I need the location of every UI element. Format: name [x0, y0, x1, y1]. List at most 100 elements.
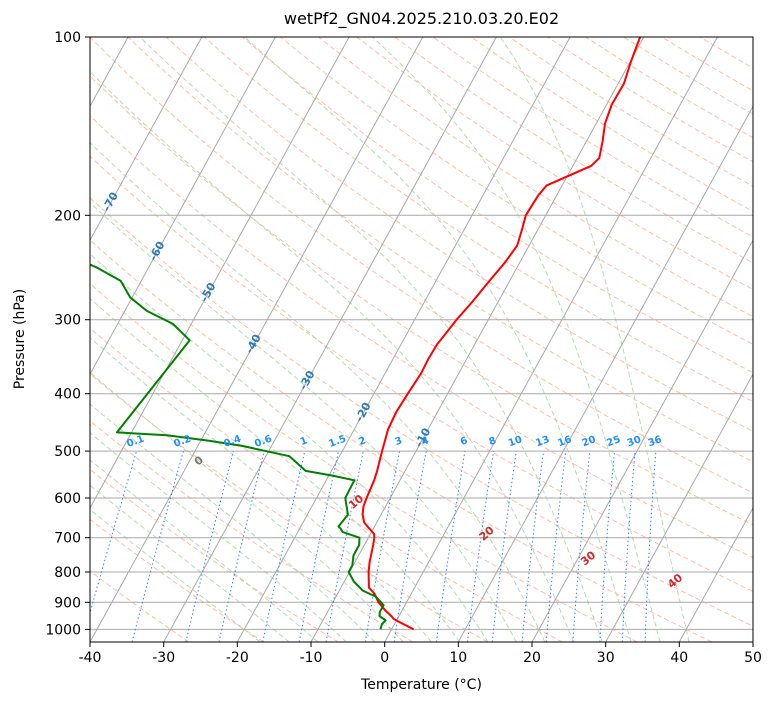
plot-frame	[89, 36, 754, 643]
mixing-ratio-line	[491, 451, 517, 642]
dry-adiabat	[394, 37, 753, 264]
isotherm-label: -70	[100, 190, 121, 214]
mixing-ratio-label: 16	[556, 434, 573, 449]
mixing-ratio-label: 1	[299, 435, 309, 448]
mixing-ratio-label: 4	[420, 435, 430, 448]
x-tick-label: -30	[152, 650, 175, 666]
isotherm	[605, 373, 753, 642]
mixing-ratio-label: 10	[507, 434, 524, 449]
dry-adiabat	[90, 37, 753, 494]
mixing-ratio-line	[572, 451, 591, 642]
mixing-ratio-label: 0.4	[222, 434, 242, 450]
mixing-ratio-line	[621, 451, 636, 642]
isotherm-label: -40	[243, 332, 264, 356]
dry-adiabat	[318, 37, 753, 318]
dry-adiabat	[623, 37, 753, 115]
dry-adiabat	[90, 373, 488, 642]
x-tick-label: 40	[670, 650, 688, 666]
mixing-ratio-label: 8	[487, 435, 497, 448]
x-tick-label: 10	[449, 650, 467, 666]
moist-adiabat	[90, 297, 461, 642]
moist-adiabat	[90, 141, 546, 642]
isotherm-label: -80	[51, 146, 72, 170]
isotherm	[310, 37, 645, 642]
profile-lines	[90, 37, 642, 631]
isotherm	[90, 37, 424, 642]
y-tick-label: 400	[54, 387, 81, 403]
dry-adiabat	[509, 37, 753, 187]
mixing-ratio-line	[131, 450, 184, 642]
mixing-ratio-label: 36	[647, 434, 664, 449]
axes: -40 -30 -20 -10 0 10 20 30 40 5010009008007006005…	[45, 30, 762, 666]
isotherm	[0, 37, 54, 642]
dry-adiabat	[90, 518, 264, 642]
isotherm-label: -90	[1, 102, 22, 126]
mixing-ratio-line	[521, 451, 545, 642]
dry-adiabat	[90, 570, 190, 642]
isotherm	[163, 37, 497, 642]
moist-adiabat	[90, 432, 347, 642]
dry-adiabat	[127, 37, 753, 463]
isotherm	[531, 239, 753, 642]
y-tick-label: 700	[54, 531, 81, 547]
isotherm-label: -30	[297, 368, 318, 392]
y-tick-label: 800	[54, 565, 81, 581]
y-tick-label: 300	[54, 313, 81, 329]
moist-adiabat	[499, 37, 690, 642]
temperature-line	[361, 37, 642, 631]
mixing-ratio-line	[467, 451, 494, 642]
y-tick-label: 500	[54, 444, 81, 460]
x-tick-label: 50	[744, 650, 762, 666]
dry-adiabat	[585, 37, 753, 139]
dry-adiabat	[90, 114, 753, 559]
x-axis-label: Temperature (°C)	[361, 677, 482, 693]
y-tick-label: 100	[54, 30, 81, 46]
dewpoint-line	[90, 263, 387, 630]
moist-adiabat	[90, 459, 319, 642]
dry-adiabat	[90, 282, 638, 642]
mixing-ratio-label: 13	[534, 434, 551, 449]
moist-adiabat	[90, 403, 376, 642]
isotherm	[90, 37, 276, 376]
dry-adiabat	[90, 327, 563, 642]
mixing-ratio-line	[545, 451, 567, 642]
dry-adiabat	[90, 75, 753, 526]
dry-adiabat	[280, 37, 753, 345]
moist-adiabat-label: 30	[578, 548, 598, 568]
x-tick-label: 0	[380, 650, 389, 666]
isotherm-label: -50	[198, 280, 219, 304]
isotherm	[678, 506, 753, 642]
x-tick-label: -10	[300, 650, 323, 666]
isotherm	[457, 105, 753, 642]
dry-adiabat	[203, 37, 753, 403]
mixing-ratio-line	[393, 451, 427, 642]
moist-adiabat-label: 40	[665, 571, 685, 591]
isotherm	[90, 37, 203, 242]
mixing-ratio-label: 3	[393, 435, 403, 448]
moist-adiabat	[90, 253, 489, 642]
mixing-ratio-label: 6	[459, 435, 469, 448]
mixing-ratio-line	[435, 451, 466, 642]
moist-adiabat	[90, 70, 575, 642]
moist-adiabat	[90, 336, 432, 642]
x-tick-label: -20	[226, 650, 249, 666]
mixing-ratio-label: 20	[581, 434, 598, 449]
y-tick-label: 1000	[45, 622, 81, 638]
mixing-ratio-label: 25	[605, 434, 622, 449]
moist-adiabat	[244, 37, 632, 642]
dry-adiabat	[661, 37, 753, 92]
moist-adiabat	[90, 201, 517, 642]
moist-adiabat	[372, 37, 661, 642]
y-tick-label: 900	[54, 595, 81, 611]
mixing-ratio-line	[185, 450, 234, 642]
moist-adiabat	[139, 37, 603, 642]
x-tick-label: 30	[597, 650, 615, 666]
dry-adiabat	[242, 37, 753, 374]
dry-adiabat	[90, 155, 753, 592]
dry-adiabat	[356, 37, 753, 291]
mixing-ratio-line	[262, 450, 306, 642]
isotherm-label: -60	[147, 239, 168, 263]
moist-adiabat-label: 20	[477, 523, 497, 543]
